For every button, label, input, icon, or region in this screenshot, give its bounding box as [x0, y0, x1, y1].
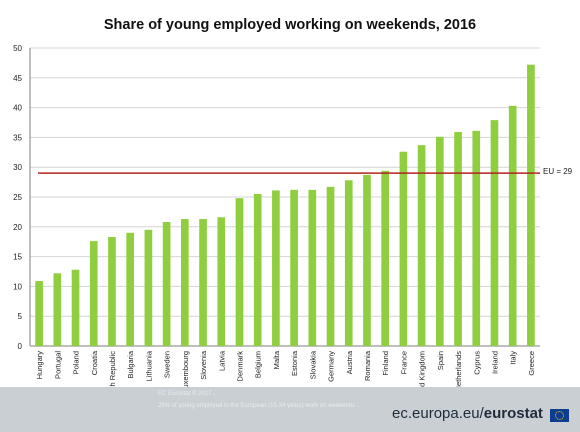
bar-united-kingdom [417, 145, 426, 346]
x-tick-label: Czech Republic [108, 351, 117, 404]
footer-note-2: 25% of young employed in the European (1… [158, 403, 362, 409]
x-tick-label: Lithuania [144, 350, 153, 381]
bar-slovenia [199, 219, 207, 346]
bar-greece [527, 64, 535, 347]
x-tick-label: France [399, 351, 408, 374]
x-tick-label: Estonia [290, 350, 299, 376]
x-tick-label: Ireland [490, 351, 499, 374]
bars [35, 64, 535, 347]
y-tick-label: 10 [13, 282, 22, 291]
bar-netherlands [454, 132, 462, 346]
bar-lithuania [144, 229, 153, 346]
bar-portugal [53, 273, 62, 346]
eu-flag-icon [550, 409, 569, 422]
bar-belgium [253, 194, 262, 346]
x-tick-label: Finland [381, 351, 390, 376]
y-tick-label: 25 [13, 193, 22, 202]
bar-czech-republic [108, 236, 116, 346]
brand-name: eurostat [483, 405, 543, 422]
x-tick-label: Germany [327, 351, 336, 382]
bar-spain [435, 136, 444, 346]
bar-sweden [162, 222, 171, 346]
x-tick-label: Italy [509, 351, 518, 365]
eu-average-label: EU = 29 [543, 167, 573, 176]
footer-band [0, 387, 580, 432]
x-tick-label: Netherlands [454, 351, 463, 392]
x-tick-label: Romania [363, 350, 372, 381]
y-tick-label: 5 [18, 312, 23, 321]
eu-reference-line: EU = 29 [38, 167, 573, 176]
x-tick-label: Austria [345, 350, 354, 374]
x-tick-label: Denmark [235, 351, 244, 382]
bar-croatia [89, 241, 98, 346]
y-tick-label: 40 [13, 104, 22, 113]
bar-cyprus [472, 130, 481, 346]
bar-luxembourg [180, 219, 189, 346]
bar-denmark [235, 198, 244, 346]
x-tick-label: Slovakia [308, 350, 317, 379]
bar-ireland [490, 120, 499, 346]
y-tick-label: 20 [13, 223, 22, 232]
chart-title: Share of young employed working on weeke… [104, 17, 476, 33]
x-tick-label: Latvia [217, 350, 226, 371]
x-tick-label: Sweden [163, 351, 172, 378]
category-labels: Hungary Portugal Poland Croatia Czech Republ… [35, 350, 536, 404]
x-tick-label: Portugal [53, 351, 62, 379]
bar-hungary [35, 281, 43, 346]
bar-romania [363, 174, 371, 346]
y-tick-label: 0 [18, 342, 23, 351]
x-tick-label: Luxembourg [181, 351, 190, 393]
x-tick-label: Poland [72, 351, 81, 374]
x-tick-label: Bulgaria [126, 350, 135, 378]
y-tick-label: 35 [13, 133, 22, 142]
brand-domain: ec.europa.eu/ [392, 405, 484, 422]
eurostat-brand: ec.europa.eu/eurostat [392, 405, 543, 422]
bar-latvia [217, 217, 226, 346]
x-tick-label: Croatia [90, 350, 99, 375]
y-tick-label: 15 [13, 253, 22, 262]
x-tick-label: United Kingdom [418, 351, 427, 404]
bar-germany [326, 186, 335, 346]
bar-estonia [290, 189, 298, 346]
bar-france [399, 151, 408, 346]
gridlines [30, 47, 540, 317]
y-tick-label: 30 [13, 163, 22, 172]
x-tick-label: Slovenia [199, 350, 208, 380]
footer-note-1: EC Eurostat ® 2017 ... [158, 391, 219, 397]
y-tick-label: 50 [13, 44, 22, 53]
x-tick-label: Hungary [35, 351, 44, 380]
bar-bulgaria [126, 232, 135, 346]
bar-poland [71, 269, 80, 346]
y-tick-label: 45 [13, 74, 22, 83]
x-tick-label: Belgium [254, 351, 263, 378]
bar-austria [344, 180, 353, 346]
x-tick-label: Spain [436, 351, 445, 370]
bar-slovakia [308, 189, 317, 346]
bar-finland [381, 170, 390, 346]
x-tick-label: Greece [527, 351, 536, 376]
x-tick-label: Malta [272, 350, 281, 369]
bar-italy [508, 105, 517, 346]
bar-malta [272, 190, 280, 346]
x-tick-label: Cyprus [472, 351, 481, 375]
